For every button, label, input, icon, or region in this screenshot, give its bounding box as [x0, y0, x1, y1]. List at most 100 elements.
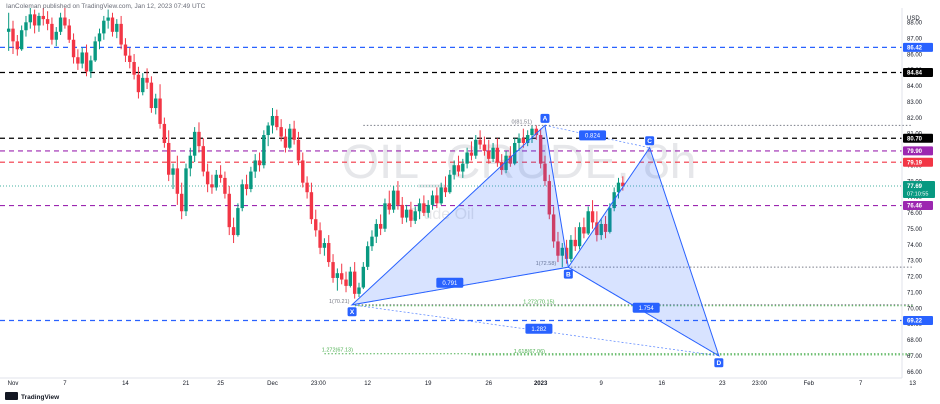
candle-body[interactable] [517, 138, 521, 143]
candle-body[interactable] [547, 181, 551, 215]
candle-body[interactable] [292, 128, 296, 140]
candle-body[interactable] [365, 246, 370, 267]
candle-body[interactable] [262, 135, 266, 166]
candle-body[interactable] [577, 227, 582, 247]
candle-body[interactable] [508, 155, 513, 164]
candle-body[interactable] [396, 190, 400, 205]
candle-body[interactable] [491, 147, 495, 159]
candle-body[interactable] [115, 23, 119, 32]
current-price-badge[interactable] [903, 181, 935, 199]
candle-body[interactable] [534, 128, 539, 136]
candle-body[interactable] [249, 171, 253, 190]
candle-body[interactable] [71, 39, 76, 58]
candle-body[interactable] [335, 273, 340, 278]
candle-body[interactable] [32, 14, 37, 26]
candle-body[interactable] [288, 128, 292, 148]
candle-body[interactable] [154, 98, 158, 109]
candle-body[interactable] [383, 203, 387, 229]
candle-body[interactable] [97, 33, 102, 42]
candle-body[interactable] [41, 15, 45, 20]
candle-body[interactable] [530, 128, 534, 136]
candle-body[interactable] [236, 208, 240, 236]
pattern-point-badge[interactable] [645, 136, 655, 146]
candle-body[interactable] [504, 155, 508, 170]
candle-body[interactable] [430, 195, 435, 205]
candle-body[interactable] [413, 211, 417, 221]
candle-body[interactable] [11, 28, 15, 42]
candle-body[interactable] [599, 223, 603, 236]
candle-body[interactable] [58, 17, 63, 32]
candle-body[interactable] [318, 230, 322, 248]
candle-body[interactable] [348, 271, 353, 286]
candle-body[interactable] [331, 262, 335, 278]
candle-body[interactable] [214, 174, 218, 188]
candle-body[interactable] [582, 227, 586, 234]
candle-body[interactable] [188, 155, 193, 169]
candle-body[interactable] [538, 135, 543, 164]
candle-body[interactable] [608, 208, 612, 232]
candle-body[interactable] [378, 223, 383, 229]
pattern-ratio-badge[interactable] [525, 323, 553, 334]
candle-body[interactable] [37, 15, 41, 26]
candle-body[interactable] [244, 184, 249, 190]
pattern-point-badge[interactable] [540, 113, 550, 123]
candle-body[interactable] [525, 135, 530, 143]
candle-body[interactable] [556, 241, 560, 256]
candle-body[interactable] [439, 187, 443, 204]
candle-body[interactable] [586, 211, 590, 234]
candle-body[interactable] [340, 273, 344, 280]
candle-body[interactable] [119, 23, 123, 45]
candle-body[interactable] [474, 139, 478, 156]
candle-body[interactable] [50, 23, 54, 40]
pattern-ratio-badge[interactable] [436, 277, 464, 288]
candle-body[interactable] [76, 57, 80, 64]
candle-body[interactable] [456, 165, 461, 172]
candle-body[interactable] [266, 125, 270, 136]
candle-body[interactable] [616, 182, 621, 193]
pattern-point-badge[interactable] [563, 269, 573, 279]
candle-body[interactable] [448, 174, 452, 193]
candle-body[interactable] [603, 223, 608, 232]
candle-body[interactable] [621, 182, 625, 187]
candle-body[interactable] [80, 52, 84, 64]
price-line-badge[interactable] [903, 316, 933, 326]
time-axis[interactable]: Nov 7 14 21 25 Dec 23:00 12 19 26 2023 9 16 23 23:00 Fe… [8, 381, 917, 387]
candle-body[interactable] [461, 163, 465, 172]
candle-body[interactable] [469, 152, 474, 156]
candle-body[interactable] [487, 150, 491, 159]
candle-body[interactable] [167, 142, 171, 175]
candle-body[interactable] [305, 182, 309, 193]
price-line-badge[interactable] [903, 146, 933, 156]
candle-body[interactable] [179, 193, 184, 212]
candle-body[interactable] [28, 14, 32, 23]
candle-body[interactable] [184, 168, 188, 212]
candle-body[interactable] [352, 271, 357, 294]
candle-body[interactable] [171, 168, 175, 175]
candle-body[interactable] [192, 131, 197, 156]
candle-body[interactable] [253, 160, 257, 172]
price-line-badge[interactable] [903, 133, 933, 143]
candle-body[interactable] [296, 139, 301, 161]
candle-body[interactable] [6, 28, 11, 32]
candle-body[interactable] [435, 195, 439, 204]
tradingview-logo[interactable]: TradingView [5, 392, 60, 401]
candle-body[interactable] [175, 168, 180, 194]
candle-body[interactable] [595, 222, 599, 236]
pattern-point-badge[interactable] [714, 358, 724, 368]
candle-body[interactable] [54, 31, 58, 40]
candle-body[interactable] [573, 239, 577, 247]
candle-body[interactable] [391, 190, 396, 210]
candle-body[interactable] [158, 98, 162, 124]
candle-body[interactable] [132, 61, 136, 75]
candle-body[interactable] [564, 247, 569, 259]
candle-body[interactable] [270, 115, 275, 126]
candle-body[interactable] [400, 204, 404, 218]
price-line-badge[interactable] [903, 67, 933, 77]
candle-body[interactable] [357, 287, 361, 294]
candle-body[interactable] [569, 239, 573, 259]
candle-body[interactable] [84, 52, 89, 72]
candle-body[interactable] [452, 165, 456, 175]
candle-body[interactable] [136, 74, 141, 93]
